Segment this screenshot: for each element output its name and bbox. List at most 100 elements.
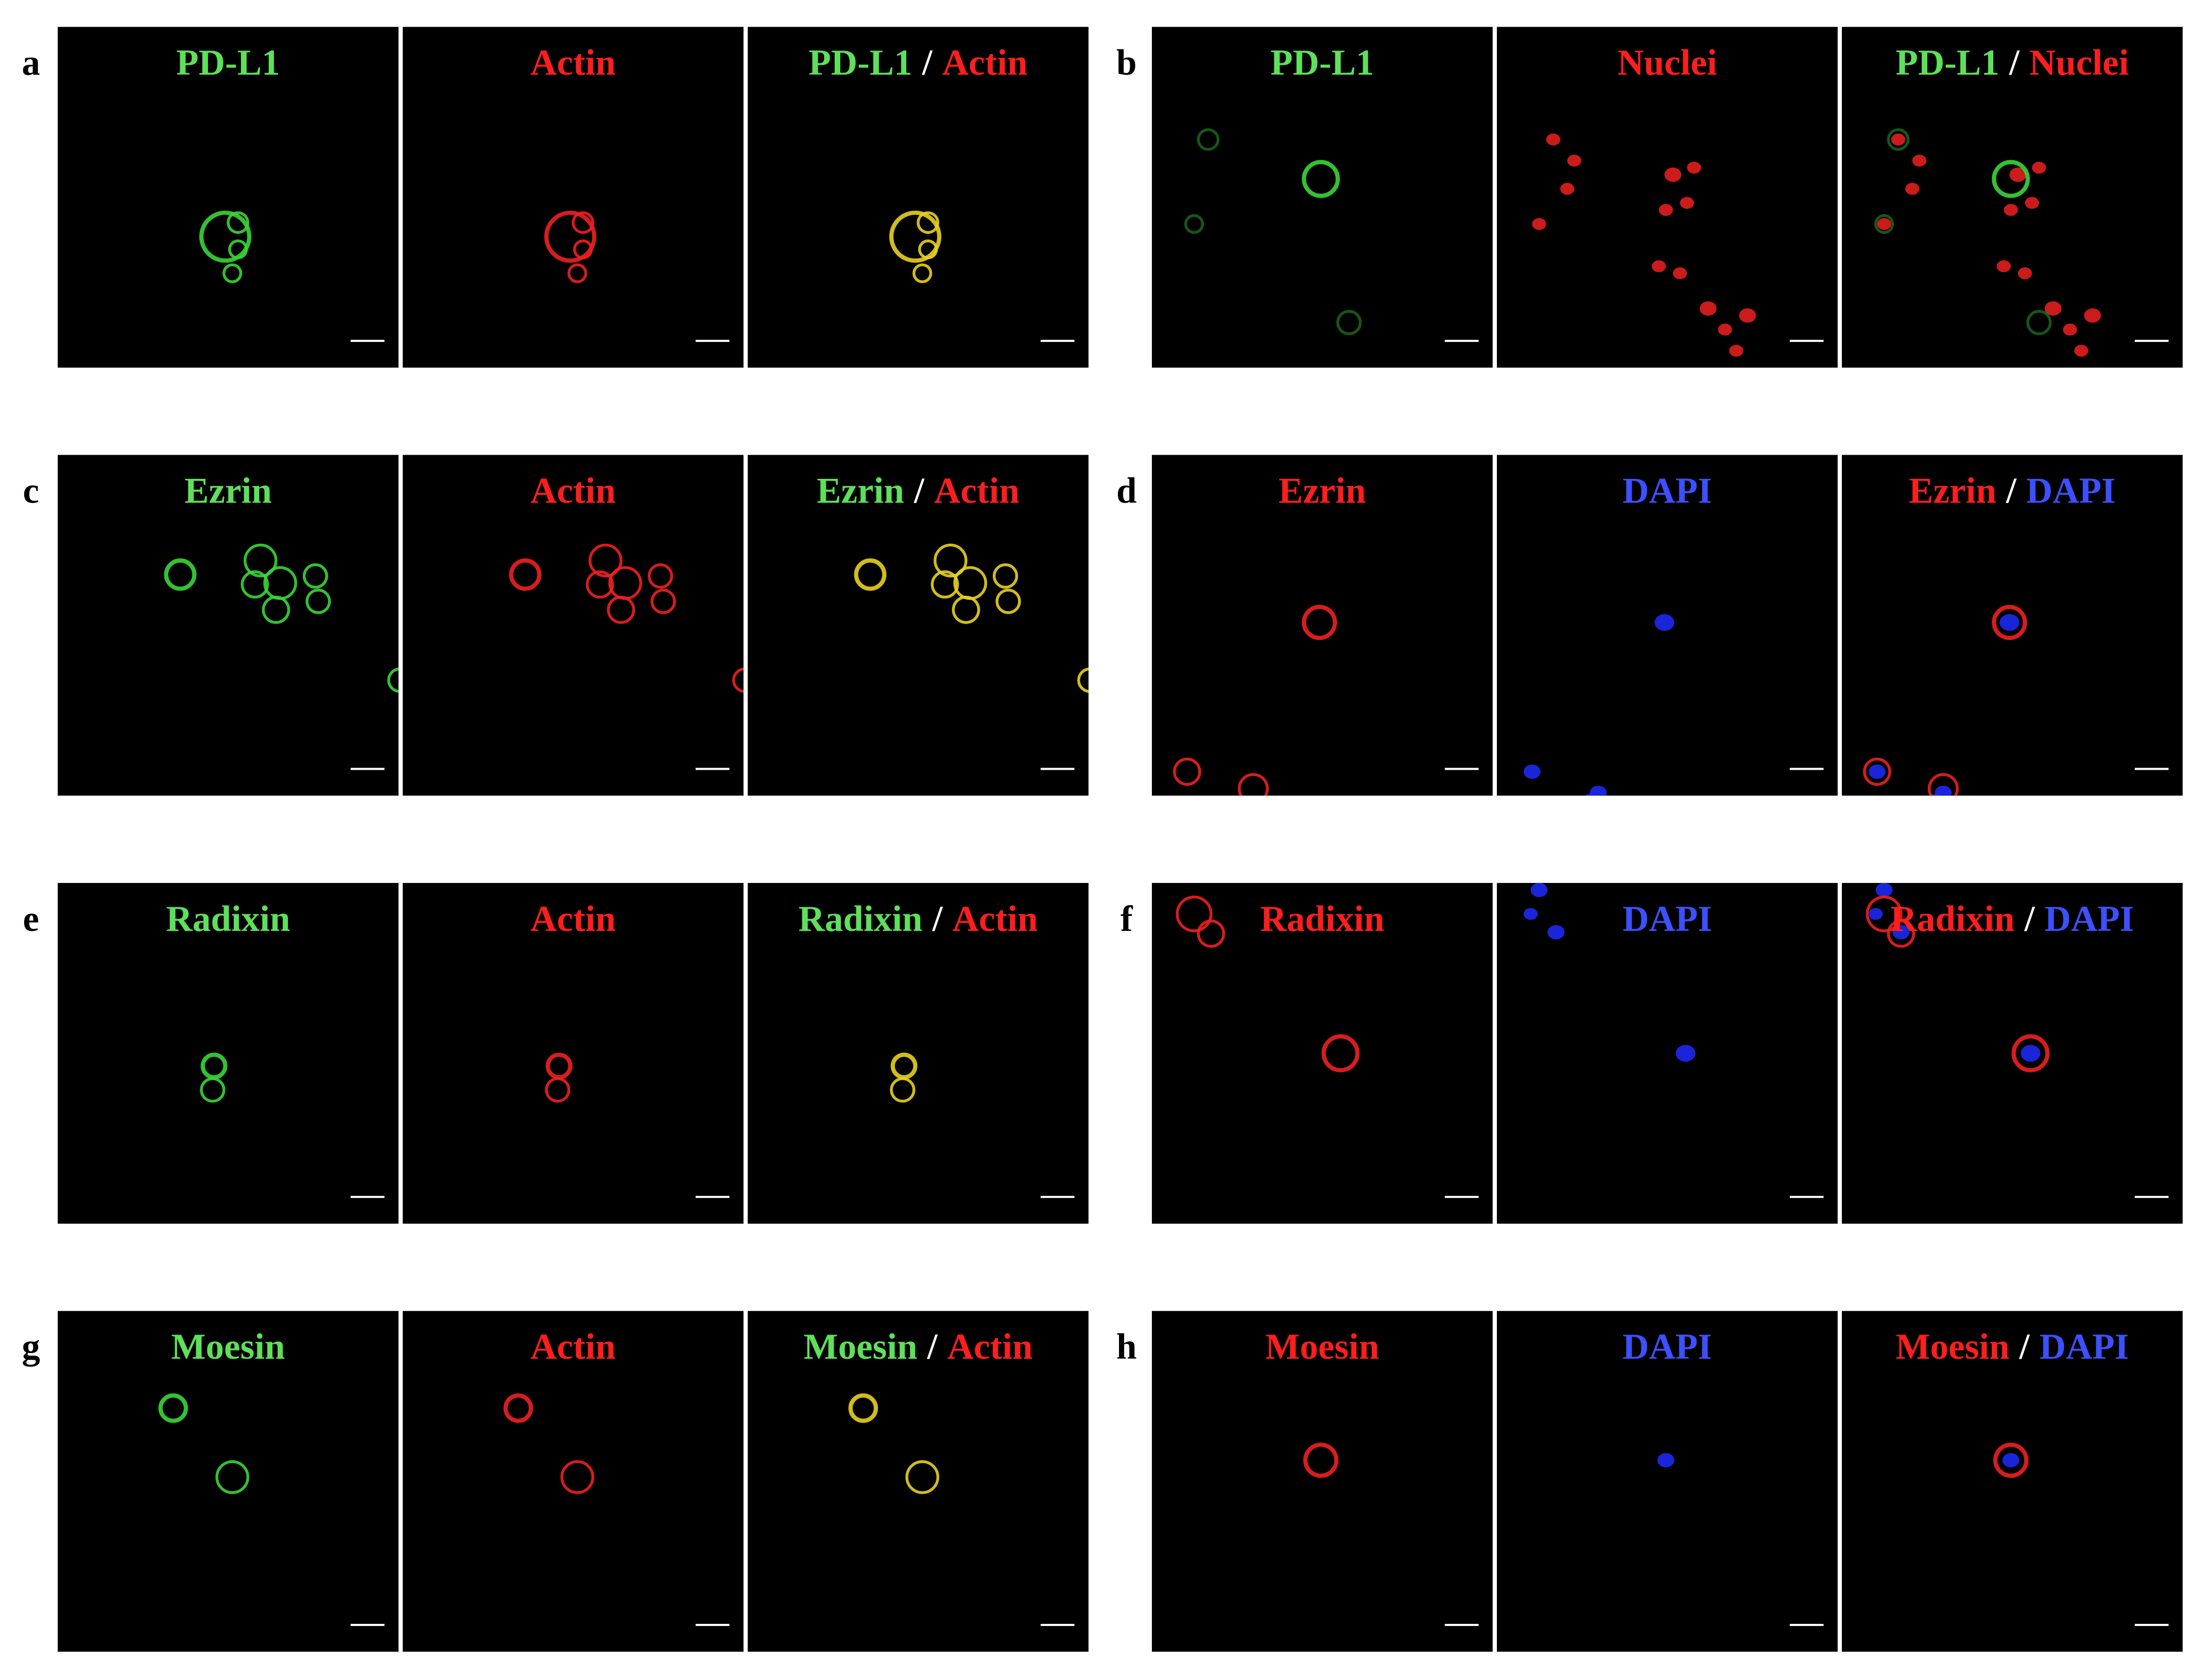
title-part: Actin xyxy=(953,899,1038,939)
image-background xyxy=(1496,1311,1838,1652)
micrograph: Ezrin / Actin xyxy=(748,455,1089,796)
cell-membrane xyxy=(1184,214,1204,234)
cell-membrane xyxy=(1992,604,2027,640)
cell-membrane xyxy=(992,563,1019,589)
micrograph: Nuclei xyxy=(1496,27,1838,368)
nucleus xyxy=(1664,167,1682,182)
image-background xyxy=(748,27,1089,368)
nucleus xyxy=(1875,882,1893,897)
nucleus xyxy=(1718,323,1732,336)
nucleus xyxy=(1546,133,1561,146)
cell-membrane xyxy=(572,211,595,234)
title-part: Actin xyxy=(530,1327,616,1367)
cells xyxy=(503,1393,595,1494)
title-part: DAPI xyxy=(1623,471,1712,511)
image-background xyxy=(58,1311,399,1652)
nucleus xyxy=(1676,1045,1696,1062)
nucleus xyxy=(1935,785,1952,796)
micrograph: Moesin xyxy=(1151,1311,1493,1652)
cell-membrane xyxy=(1887,128,1910,151)
title-part: Radixin xyxy=(1260,899,1384,939)
cells xyxy=(1532,133,1756,357)
title-part: Radixin xyxy=(166,899,290,939)
nucleus xyxy=(1651,260,1666,272)
image-title: Radixin / Actin xyxy=(799,899,1038,939)
cell-membrane xyxy=(650,588,676,614)
cell-membrane xyxy=(1302,160,1340,198)
nucleus xyxy=(1590,785,1607,796)
cell-membrane xyxy=(560,1460,595,1494)
cells xyxy=(200,1052,228,1103)
image-title: Moesin xyxy=(1265,1327,1379,1367)
title-part: / xyxy=(922,43,933,83)
nucleus xyxy=(1530,882,1548,897)
cells xyxy=(1176,895,1360,1072)
cell-membrane xyxy=(567,263,588,283)
cell-membrane xyxy=(1992,160,2030,198)
cell-membrane xyxy=(1862,757,1891,786)
image-title: DAPI xyxy=(1623,899,1712,939)
nucleus xyxy=(1654,614,1675,631)
title-part: / xyxy=(913,471,925,511)
cells xyxy=(1523,882,1696,1062)
micrograph: Moesin / DAPI xyxy=(1841,1311,2183,1652)
micrograph: Radixin xyxy=(1151,882,1493,1224)
cells xyxy=(848,1393,940,1494)
image-title: DAPI xyxy=(1623,1327,1712,1367)
micrograph: PD-L1 xyxy=(58,27,399,368)
cells xyxy=(1523,614,1675,796)
image-background xyxy=(403,1311,744,1652)
image-title: Radixin xyxy=(166,899,290,939)
nucleus xyxy=(2084,308,2101,323)
title-part: DAPI xyxy=(2045,899,2134,939)
cell-membrane xyxy=(1887,920,1916,948)
title-part: Actin xyxy=(947,1327,1033,1367)
micrograph: Actin xyxy=(403,882,744,1224)
image-background xyxy=(1496,882,1838,1224)
panel-letter: g xyxy=(22,1327,40,1367)
cells xyxy=(1866,882,2050,1072)
nucleus xyxy=(1523,764,1541,779)
title-part: / xyxy=(927,1327,938,1367)
image-title: Actin xyxy=(530,899,616,939)
micrograph: Radixin xyxy=(58,882,399,1224)
image-background xyxy=(58,455,399,796)
title-part: DAPI xyxy=(1623,1327,1712,1367)
cell-membrane xyxy=(200,1052,228,1080)
cell-membrane xyxy=(1874,214,1894,234)
image-background xyxy=(748,1311,1089,1652)
title-part: PD-L1 xyxy=(808,43,912,83)
nucleus xyxy=(1657,1453,1675,1468)
nucleus xyxy=(2009,167,2027,182)
cell-membrane xyxy=(199,211,252,263)
nucleus xyxy=(1687,162,1701,174)
cell-membrane xyxy=(262,596,290,624)
cell-membrane xyxy=(227,211,250,234)
title-part: Actin xyxy=(530,471,616,511)
image-background xyxy=(1151,1311,1493,1652)
cell-membrane xyxy=(607,596,635,624)
image-background xyxy=(403,882,744,1224)
image-title: Radixin / DAPI xyxy=(1890,899,2134,939)
nucleus xyxy=(1560,183,1575,195)
micrograph: Moesin xyxy=(58,1311,399,1652)
cell-membrane xyxy=(1077,667,1089,693)
cells xyxy=(509,543,744,693)
title-part: DAPI xyxy=(2040,1327,2129,1367)
nucleus xyxy=(1739,308,1756,323)
nucleus xyxy=(1547,925,1565,940)
panel-letter: e xyxy=(23,899,39,939)
nucleus xyxy=(2002,1453,2020,1468)
cell-membrane xyxy=(302,563,329,589)
cell-membrane xyxy=(158,1393,188,1423)
cell-membrane xyxy=(1336,309,1362,336)
cell-membrane xyxy=(164,558,197,591)
title-part: DAPI xyxy=(1623,899,1712,939)
nucleus xyxy=(2021,1045,2041,1062)
cell-membrane xyxy=(952,596,980,624)
cell-membrane xyxy=(1172,757,1201,786)
cells xyxy=(889,211,942,283)
nucleus xyxy=(1584,793,1595,796)
micrograph: Actin xyxy=(403,27,744,368)
title-part: / xyxy=(2019,1327,2030,1367)
